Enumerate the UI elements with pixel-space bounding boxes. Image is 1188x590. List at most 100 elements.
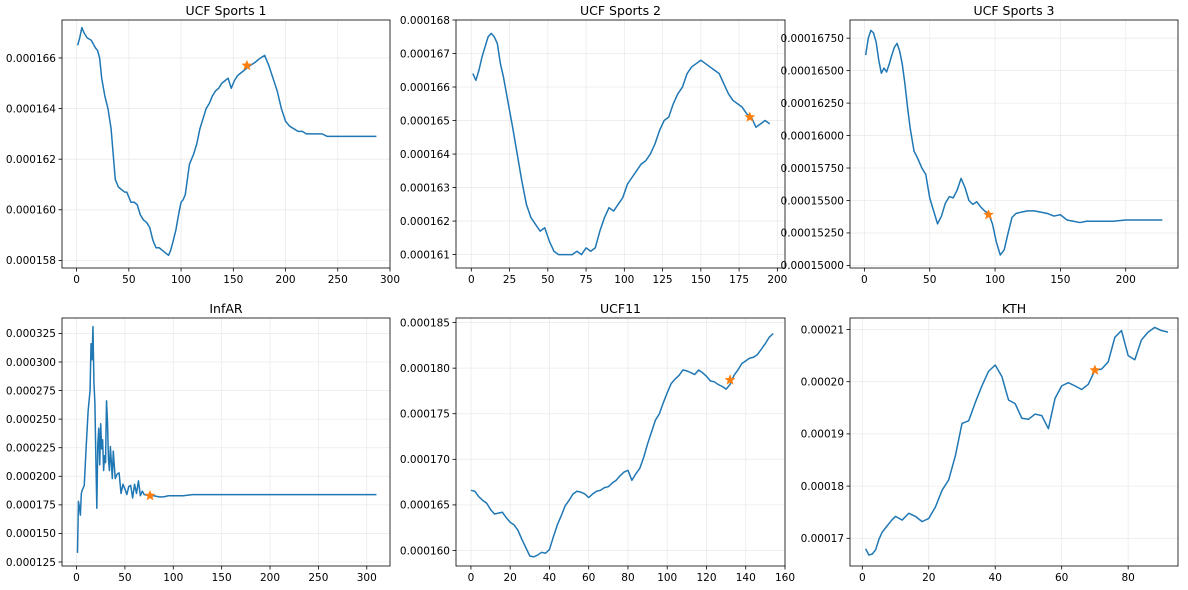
y-tick-label: 0.000162 — [6, 154, 56, 166]
y-tick-label: 0.000166 — [400, 82, 450, 94]
subplot-6: 0 20 40 60 80 0.00017 0.00018 0.00019 0.00020 0.0… — [801, 301, 1179, 584]
series-line-1 — [864, 29, 1163, 256]
subplot-title: KTH — [1002, 301, 1026, 316]
x-tick-label: 40 — [989, 572, 1002, 584]
x-tick-label: 0 — [468, 274, 475, 286]
star-marker — [724, 374, 736, 385]
y-tick-label: 0.000175 — [6, 500, 56, 512]
y-tick-label: 0.000200 — [6, 471, 56, 483]
subplot-3: 0 50 100 150 200 0.00015000 0.00015250 0.000155… — [781, 3, 1179, 286]
y-tick-label: 0.000160 — [400, 545, 450, 557]
y-tick-label: 0.000275 — [6, 385, 56, 397]
x-tick-label: 0 — [73, 572, 80, 584]
subplot-1: 0 50 100 150 200 250 300 0.000158 0.000160 0.0001… — [6, 3, 400, 286]
x-tick-label: 60 — [582, 572, 595, 584]
y-tick-label: 0.000163 — [400, 182, 450, 194]
y-tick-label: 0.00015750 — [781, 163, 844, 175]
subplot-title: UCF11 — [600, 301, 641, 316]
subplot-title: UCF Sports 1 — [185, 3, 266, 18]
y-tick-label: 0.000150 — [6, 528, 56, 540]
x-tick-label: 175 — [729, 274, 749, 286]
y-tick-label: 0.00016250 — [781, 98, 844, 110]
y-tick-label: 0.000300 — [6, 357, 56, 369]
y-tick-label: 0.000161 — [400, 249, 450, 261]
y-tick-label: 0.00016500 — [781, 65, 844, 77]
y-tick-label: 0.000225 — [6, 443, 56, 455]
star-marker — [982, 208, 995, 220]
series-line-1 — [472, 32, 771, 256]
x-tick-label: 100 — [163, 572, 183, 584]
star-marker — [1089, 364, 1101, 375]
x-tick-label: 100 — [614, 274, 634, 286]
y-tick-label: 0.00015000 — [781, 260, 844, 272]
series-line-1 — [470, 332, 774, 558]
axes-frame — [455, 317, 786, 567]
x-tick-label: 200 — [276, 274, 296, 286]
x-tick-label: 75 — [579, 274, 592, 286]
y-tick-label: 0.00017 — [801, 533, 844, 545]
x-tick-label: 150 — [691, 274, 711, 286]
y-tick-label: 0.00018 — [801, 481, 844, 493]
axes-frame — [61, 19, 391, 269]
x-tick-label: 150 — [223, 274, 243, 286]
x-tick-label: 140 — [736, 572, 756, 584]
y-tick-label: 0.000175 — [400, 409, 450, 421]
y-tick-label: 0.00015250 — [781, 228, 844, 240]
axes-frame — [849, 19, 1179, 269]
x-tick-label: 0 — [861, 274, 868, 286]
y-tick-label: 0.00016750 — [781, 33, 844, 45]
x-tick-label: 0 — [468, 572, 475, 584]
y-tick-label: 0.000164 — [6, 103, 56, 115]
x-tick-label: 300 — [380, 274, 400, 286]
y-tick-label: 0.000166 — [6, 53, 56, 65]
x-tick-label: 250 — [328, 274, 348, 286]
x-tick-label: 160 — [775, 572, 795, 584]
y-tick-label: 0.000250 — [6, 414, 56, 426]
axes-frame — [849, 317, 1179, 567]
y-tick-label: 0.000165 — [400, 500, 450, 512]
y-tick-label: 0.000165 — [400, 115, 450, 127]
y-tick-label: 0.000160 — [6, 205, 56, 217]
x-tick-label: 300 — [357, 572, 377, 584]
y-tick-label: 0.00019 — [801, 429, 844, 441]
x-tick-label: 250 — [308, 572, 328, 584]
x-tick-label: 100 — [171, 274, 191, 286]
y-tick-label: 0.00016000 — [781, 130, 844, 142]
x-tick-label: 0 — [859, 572, 866, 584]
x-tick-label: 50 — [118, 572, 131, 584]
star-marker — [744, 111, 756, 122]
series-line-1 — [76, 26, 377, 257]
y-tick-label: 0.000125 — [6, 557, 56, 569]
x-tick-label: 100 — [985, 274, 1005, 286]
x-tick-label: 25 — [503, 274, 516, 286]
subplot-title: UCF Sports 2 — [580, 3, 661, 18]
x-tick-label: 0 — [73, 274, 80, 286]
subplot-title: UCF Sports 3 — [973, 3, 1054, 18]
y-tick-label: 0.000168 — [400, 15, 450, 27]
x-tick-label: 40 — [543, 572, 556, 584]
y-tick-label: 0.000167 — [400, 48, 450, 60]
y-tick-label: 0.000170 — [400, 454, 450, 466]
x-tick-label: 200 — [260, 572, 280, 584]
y-tick-label: 0.000158 — [6, 255, 56, 267]
x-tick-label: 50 — [541, 274, 554, 286]
x-tick-label: 200 — [1116, 274, 1136, 286]
x-tick-label: 200 — [767, 274, 787, 286]
y-tick-label: 0.00020 — [801, 376, 844, 388]
x-tick-label: 100 — [657, 572, 677, 584]
y-tick-label: 0.000325 — [6, 328, 56, 340]
x-tick-label: 80 — [1121, 572, 1134, 584]
x-tick-label: 20 — [922, 572, 935, 584]
subplot-2: 0 25 50 75 100 125 150 175 200 0.000161 0.000162 0.… — [400, 3, 787, 286]
subplot-title: InfAR — [209, 301, 243, 316]
y-tick-label: 0.000164 — [400, 149, 450, 161]
star-marker — [241, 59, 253, 71]
y-tick-label: 0.000180 — [400, 363, 450, 375]
axes-frame — [61, 317, 391, 567]
axes-frame — [455, 19, 786, 269]
series-line-1 — [864, 326, 1169, 556]
y-tick-label: 0.00015500 — [781, 195, 844, 207]
x-tick-label: 150 — [1050, 274, 1070, 286]
x-tick-label: 20 — [503, 572, 516, 584]
